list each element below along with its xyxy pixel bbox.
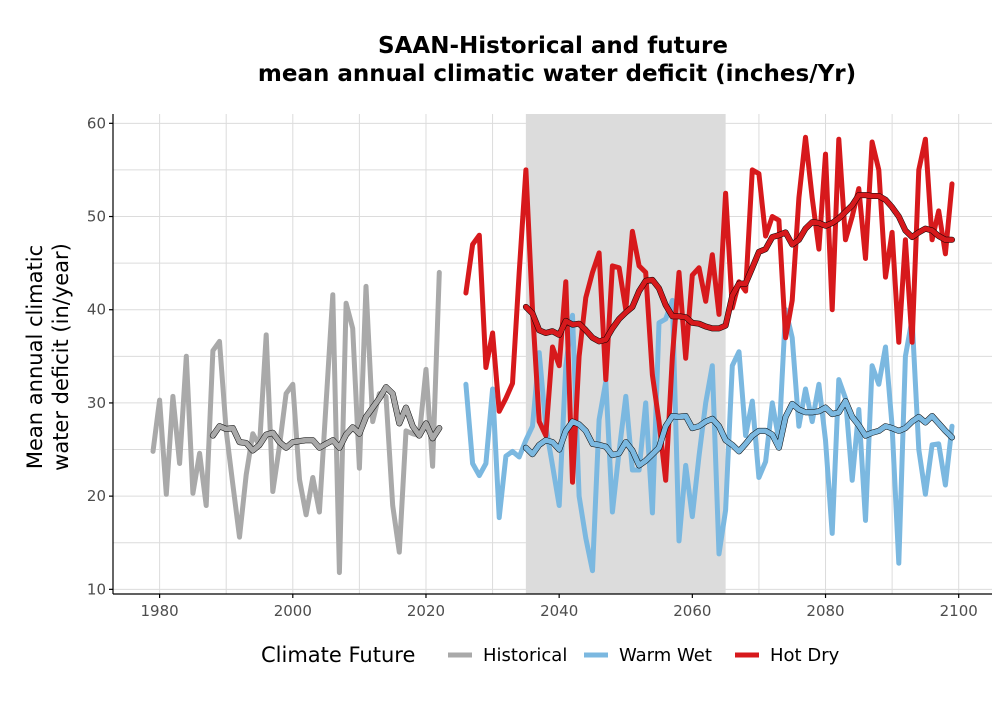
x-tick-label: 2100 xyxy=(940,602,978,620)
chart-title-line-1: SAAN-Historical and future xyxy=(378,33,728,59)
moving-average-line xyxy=(210,384,442,453)
x-tick-label: 1980 xyxy=(141,602,179,620)
chart-title: SAAN-Historical and future mean annual c… xyxy=(258,33,856,87)
legend-label-hot-dry: Hot Dry xyxy=(770,645,840,666)
moving-average-line xyxy=(523,192,955,344)
x-tick-label: 2060 xyxy=(673,602,711,620)
y-tick-label: 60 xyxy=(87,114,106,132)
y-tick-label: 30 xyxy=(87,394,106,412)
moving-average-line xyxy=(523,398,955,468)
x-tick-label: 2040 xyxy=(540,602,578,620)
axes: 10 20 30 40 50 60 1980 2000 2020 2040 2060 2080 2100 xyxy=(87,114,992,620)
series-layer xyxy=(150,134,955,576)
series-line-historical xyxy=(150,269,442,576)
y-axis-title-line-1: Mean annual climatic xyxy=(23,245,47,469)
legend: Climate Future Historical Warm Wet Hot Dry xyxy=(261,643,840,667)
y-tick-label: 40 xyxy=(87,301,106,319)
y-tick-label: 20 xyxy=(87,487,106,505)
y-axis-title-line-2: water deficit (in/year) xyxy=(49,243,73,471)
y-axis-title: Mean annual climatic water deficit (in/y… xyxy=(23,243,73,471)
legend-label-historical: Historical xyxy=(483,645,567,666)
legend-title: Climate Future xyxy=(261,643,415,667)
x-tick-label: 2000 xyxy=(274,602,312,620)
x-tick-label: 2020 xyxy=(407,602,445,620)
y-tick-label: 10 xyxy=(87,580,106,598)
series-line-hot-dry xyxy=(463,134,955,485)
legend-label-warm-wet: Warm Wet xyxy=(619,645,712,666)
x-tick-label: 2080 xyxy=(806,602,844,620)
chart-title-line-2: mean annual climatic water deficit (inch… xyxy=(258,61,856,87)
y-tick-label: 50 xyxy=(87,208,106,226)
